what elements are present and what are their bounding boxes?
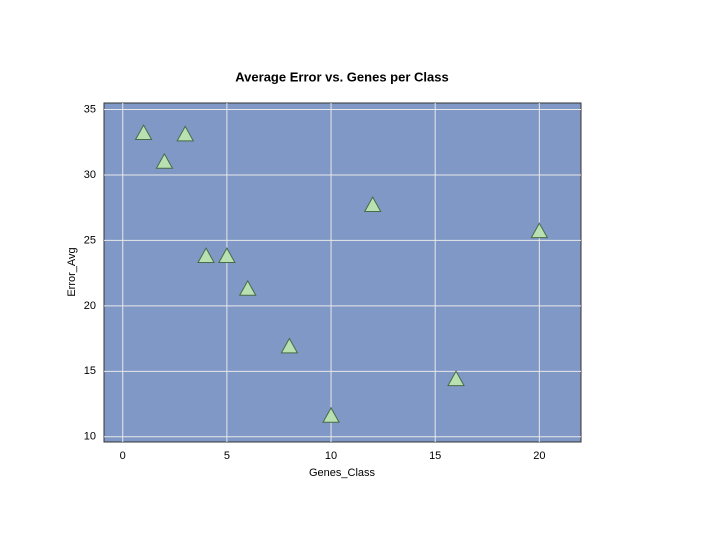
plot-area: [103, 102, 582, 443]
marker: [155, 152, 174, 169]
marker: [530, 222, 549, 239]
x-axis-label: Genes_Class: [309, 467, 376, 479]
y-tick-label: 20: [84, 300, 96, 312]
chart-title: Average Error vs. Genes per Class: [235, 69, 448, 84]
marker: [363, 196, 382, 212]
x-tick-label: 15: [429, 450, 441, 462]
y-tick-label: 30: [84, 169, 96, 181]
y-tick-label: 15: [84, 365, 96, 377]
x-tick-label: 20: [533, 450, 545, 462]
y-tick-label: 35: [84, 103, 96, 115]
marker: [447, 370, 465, 387]
marker: [176, 125, 195, 142]
x-tick-label: 0: [120, 450, 126, 462]
y-tick-label: 25: [84, 234, 96, 246]
marker: [197, 247, 215, 264]
y-axis-label: Error_Avg: [66, 247, 78, 296]
marker: [238, 279, 257, 296]
x-tick-label: 10: [325, 450, 337, 462]
y-tick-label: 10: [84, 431, 96, 443]
x-tick-label: 5: [224, 450, 230, 462]
marker: [322, 406, 340, 423]
marker: [218, 247, 236, 264]
marker: [280, 337, 299, 354]
marker: [134, 124, 153, 141]
